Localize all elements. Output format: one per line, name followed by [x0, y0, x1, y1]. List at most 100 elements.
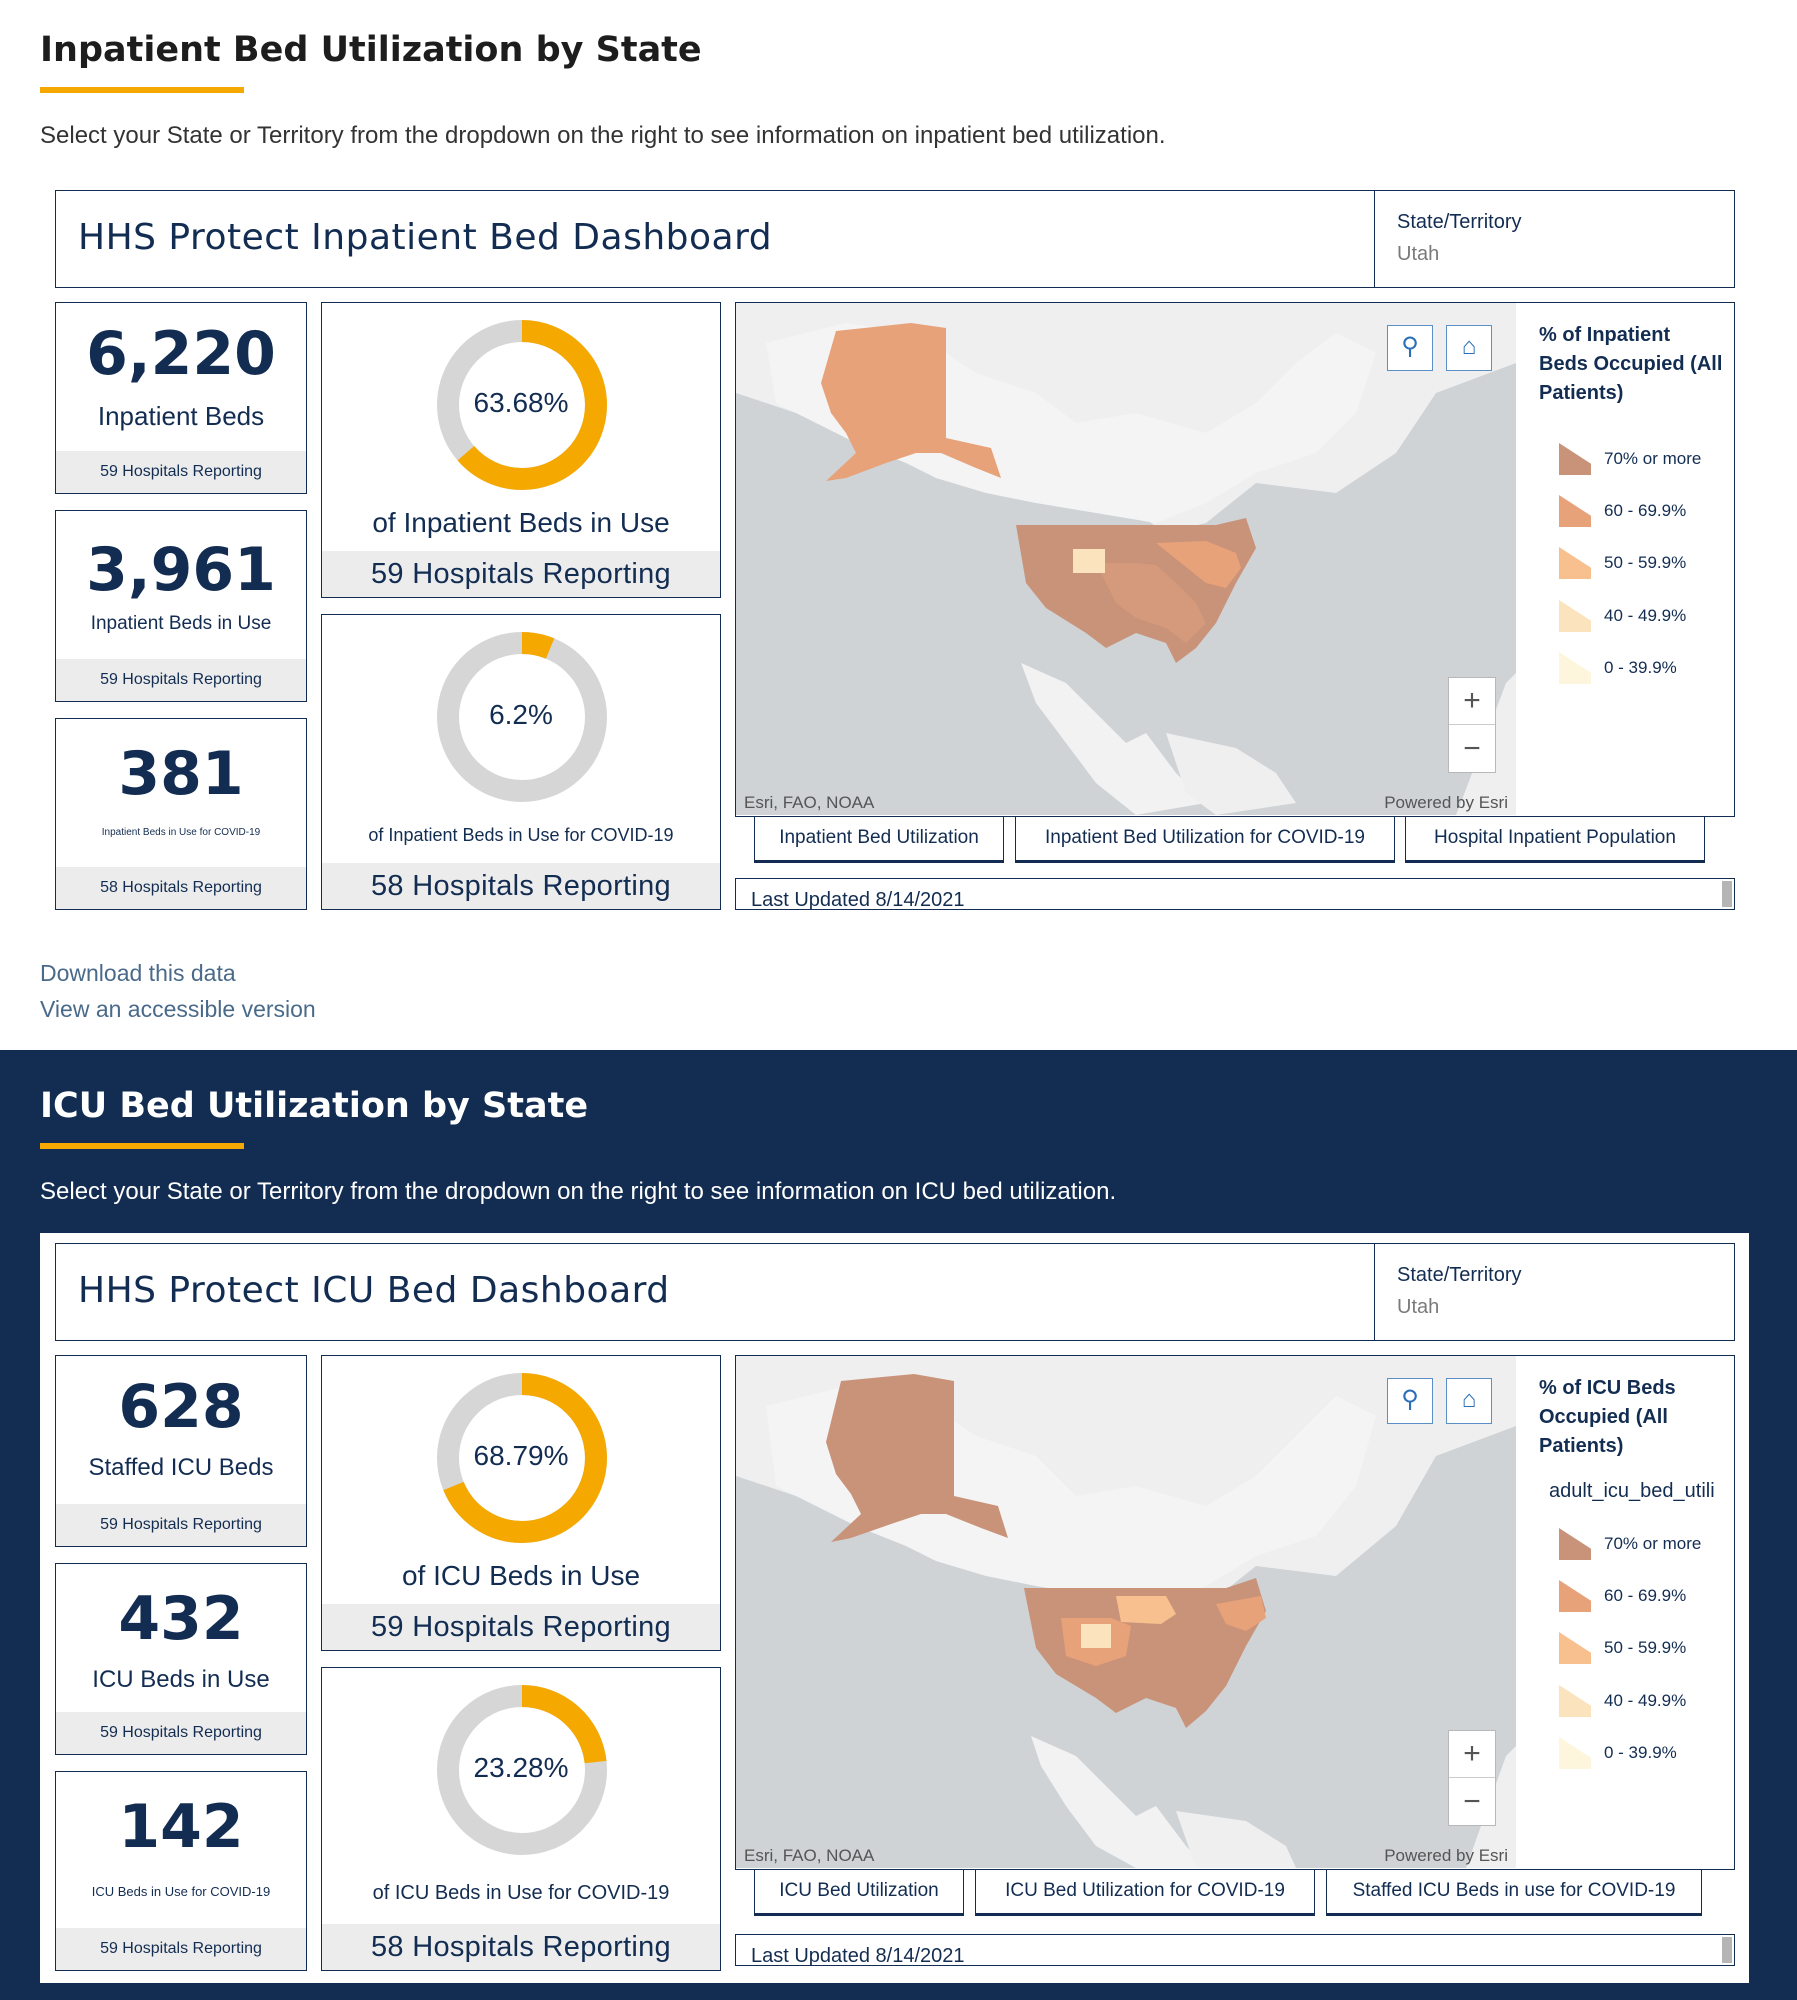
- map-view[interactable]: ⚲ ⌂ + − Esri, FAO, NOAA Powered by Esri: [736, 1356, 1516, 1868]
- state-selector-label: State/Territory: [1397, 211, 1522, 233]
- region-northeast: [1216, 1596, 1266, 1631]
- state-selector[interactable]: State/Territory Utah: [1374, 1244, 1734, 1340]
- home-button[interactable]: ⌂: [1446, 325, 1492, 371]
- legend-swatch: [1559, 1632, 1591, 1664]
- search-icon: ⚲: [1401, 1386, 1419, 1413]
- zoom-in-icon: +: [1463, 1737, 1481, 1770]
- state-utah: [1081, 1624, 1111, 1648]
- legend-label: 0 - 39.9%: [1604, 1743, 1677, 1762]
- donut-card-icu-in-use: 68.79% of ICU Beds in Use 59 Hospitals R…: [321, 1355, 721, 1651]
- kpi-value: 381: [118, 739, 244, 809]
- search-button[interactable]: ⚲: [1387, 325, 1433, 371]
- title-underline: [40, 1143, 244, 1149]
- kpi-label: Inpatient Beds: [97, 401, 265, 431]
- zoom-out-button[interactable]: −: [1449, 726, 1495, 773]
- zoom-controls: + −: [1448, 677, 1496, 773]
- legend-swatch: [1559, 1685, 1591, 1717]
- kpi-value: 3,961: [86, 535, 276, 605]
- kpi-inpatient-beds-in-use: 3,961 Inpatient Beds in Use 59 Hospitals…: [55, 510, 307, 702]
- download-data-link[interactable]: Download this data: [40, 960, 236, 986]
- kpi-label: ICU Beds in Use for COVID-19: [91, 1884, 271, 1899]
- kpi-value: 628: [118, 1372, 244, 1442]
- legend-label: 40 - 49.9%: [1604, 606, 1687, 625]
- map-view[interactable]: ⚲ ⌂ + − Esri, FAO, NOAA Powered by Esri: [736, 303, 1516, 815]
- search-button[interactable]: ⚲: [1387, 1378, 1433, 1424]
- donut-label: of ICU Beds in Use for COVID-19: [372, 1882, 670, 1904]
- zoom-in-button[interactable]: +: [1449, 678, 1495, 725]
- map-tabs: Inpatient Bed Utilization Inpatient Bed …: [735, 817, 1735, 867]
- tab-icu-bed-utilization-covid[interactable]: ICU Bed Utilization for COVID-19: [975, 1870, 1315, 1916]
- legend-swatch: [1559, 600, 1591, 632]
- zoom-in-icon: +: [1463, 684, 1481, 717]
- state-selector-value[interactable]: Utah: [1397, 1296, 1440, 1318]
- kpi-footer: 59 Hospitals Reporting: [56, 451, 306, 493]
- kpi-footer: 59 Hospitals Reporting: [56, 1712, 306, 1754]
- donut-percent: 68.79%: [473, 1440, 569, 1471]
- scrollbar[interactable]: [1722, 1937, 1732, 1963]
- map-attribution: Esri, FAO, NOAA: [744, 1846, 875, 1865]
- tab-inpatient-bed-utilization-covid[interactable]: Inpatient Bed Utilization for COVID-19: [1015, 817, 1395, 863]
- map-powered-by[interactable]: Powered by Esri: [1384, 793, 1508, 812]
- donut-card-beds-in-use: 63.68% of Inpatient Beds in Use 59 Hospi…: [321, 302, 721, 598]
- home-button[interactable]: ⌂: [1446, 1378, 1492, 1424]
- dashboard-header: HHS Protect Inpatient Bed Dashboard Stat…: [55, 190, 1735, 288]
- kpi-footer: 59 Hospitals Reporting: [56, 659, 306, 701]
- map-card: ⚲ ⌂ + − Esri, FAO, NOAA Powered by Esri …: [735, 1355, 1735, 1870]
- map-powered-by[interactable]: Powered by Esri: [1384, 1846, 1508, 1865]
- donut-footer: 59 Hospitals Reporting: [322, 551, 720, 597]
- kpi-icu-beds-covid: 142 ICU Beds in Use for COVID-19 59 Hosp…: [55, 1771, 307, 1971]
- legend-swatch: [1559, 495, 1591, 527]
- icu-section: ICU Bed Utilization by State Select your…: [0, 1050, 1797, 2000]
- legend-label: 0 - 39.9%: [1604, 658, 1677, 677]
- legend-label: 60 - 69.9%: [1604, 1586, 1687, 1605]
- kpi-footer: 58 Hospitals Reporting: [56, 867, 306, 909]
- legend-swatch: [1559, 652, 1591, 684]
- donut-arc: [437, 632, 607, 802]
- region-dakotas: [1116, 1596, 1176, 1624]
- legend-title: % of Inpatient Beds Occupied (All Patien…: [1539, 324, 1723, 404]
- donut-chart: [437, 1685, 607, 1855]
- accessible-version-link[interactable]: View an accessible version: [40, 996, 316, 1022]
- last-updated-box: Last Updated 8/14/2021: [735, 878, 1735, 910]
- zoom-out-icon: −: [1463, 1785, 1481, 1818]
- tab-staffed-icu-beds-covid[interactable]: Staffed ICU Beds in use for COVID-19: [1326, 1870, 1702, 1916]
- dashboard-title: HHS Protect ICU Bed Dashboard: [78, 1270, 670, 1311]
- choropleth-layer: [826, 1374, 1266, 1728]
- tab-hospital-inpatient-population[interactable]: Hospital Inpatient Population: [1405, 817, 1705, 863]
- donut-card-beds-covid: 6.2% of Inpatient Beds in Use for COVID-…: [321, 614, 721, 910]
- kpi-inpatient-beds: 6,220 Inpatient Beds 59 Hospitals Report…: [55, 302, 307, 494]
- kpi-value: 142: [118, 1792, 244, 1862]
- kpi-footer: 59 Hospitals Reporting: [56, 1928, 306, 1970]
- section-description: Select your State or Territory from the …: [40, 122, 1166, 149]
- region-us-states: [1024, 1578, 1266, 1728]
- map-card: ⚲ ⌂ + − Esri, FAO, NOAA Powered by Esri …: [735, 302, 1735, 817]
- state-alaska: [821, 323, 1001, 481]
- donut-percent: 6.2%: [489, 699, 553, 730]
- scrollbar[interactable]: [1722, 881, 1732, 907]
- legend-label: 50 - 59.9%: [1604, 1638, 1687, 1657]
- zoom-in-button[interactable]: +: [1449, 1731, 1495, 1778]
- legend-field: adult_icu_bed_utili: [1549, 1480, 1715, 1502]
- legend-swatch: [1559, 547, 1591, 579]
- zoom-out-button[interactable]: −: [1449, 1779, 1495, 1826]
- state-selector-value[interactable]: Utah: [1397, 243, 1440, 265]
- tab-inpatient-bed-utilization[interactable]: Inpatient Bed Utilization: [754, 817, 1004, 863]
- state-utah: [1073, 549, 1105, 573]
- state-selector[interactable]: State/Territory Utah: [1374, 191, 1734, 287]
- donut-chart: [437, 632, 607, 802]
- search-icon: ⚲: [1401, 333, 1419, 360]
- section-title: Inpatient Bed Utilization by State: [40, 30, 702, 70]
- donut-arc: [437, 1685, 607, 1855]
- state-selector-label: State/Territory: [1397, 1264, 1522, 1286]
- state-alaska: [826, 1374, 1008, 1542]
- legend-label: 50 - 59.9%: [1604, 553, 1687, 572]
- kpi-label: ICU Beds in Use: [92, 1666, 270, 1693]
- legend-label: 70% or more: [1604, 1534, 1702, 1553]
- kpi-label: Staffed ICU Beds: [88, 1454, 274, 1481]
- inpatient-section: Inpatient Bed Utilization by State Selec…: [40, 30, 1735, 1022]
- donut-footer: 58 Hospitals Reporting: [322, 1924, 720, 1970]
- kpi-icu-beds-in-use: 432 ICU Beds in Use 59 Hospitals Reporti…: [55, 1563, 307, 1755]
- tab-icu-bed-utilization[interactable]: ICU Bed Utilization: [754, 1870, 964, 1916]
- kpi-label: Inpatient Beds in Use for COVID-19: [101, 827, 261, 838]
- last-updated-box: Last Updated 8/14/2021: [735, 1934, 1735, 1966]
